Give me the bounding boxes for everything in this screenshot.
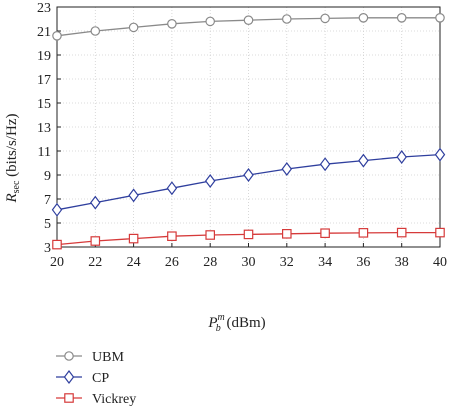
data-point-cp — [166, 181, 178, 196]
y-tick-label: 9 — [44, 169, 51, 184]
data-point-cp — [243, 168, 254, 182]
data-point-cp — [319, 157, 331, 172]
data-point-vickrey — [435, 227, 445, 238]
data-point-ubm — [243, 15, 254, 25]
x-tick-label: 40 — [433, 255, 447, 270]
data-point-vickrey — [128, 233, 139, 244]
data-point-ubm — [167, 18, 177, 29]
y-tick-label: 7 — [44, 193, 51, 208]
data-point-vickrey — [243, 229, 254, 240]
legend-marker-ubm — [64, 351, 74, 361]
legend-marker-vickrey — [64, 393, 74, 403]
data-point-ubm — [435, 12, 445, 23]
series-cp — [51, 147, 446, 217]
series-vickrey — [52, 227, 445, 250]
tick-labels: 20 22 24 26 28 30 32 34 36 38 40 3 5 7 9 11 13 15 17 19 21 23 — [37, 1, 447, 270]
data-point-ubm — [52, 30, 62, 41]
data-point-cp — [396, 150, 407, 164]
y-axis-label: Rsec (bits/s/Hz) — [4, 113, 22, 203]
grid — [57, 7, 440, 247]
legend-marker-cp — [63, 370, 75, 384]
data-point-ubm — [320, 13, 330, 24]
legend-label-cp: CP — [92, 371, 109, 386]
y-tick-label: 15 — [37, 97, 51, 112]
legend-item-ubm: UBM — [56, 350, 124, 365]
data-point-ubm — [128, 22, 139, 33]
data-point-vickrey — [358, 228, 369, 238]
data-point-cp — [434, 147, 446, 162]
x-tick-label: 20 — [50, 255, 64, 270]
data-point-ubm — [281, 14, 292, 24]
data-point-ubm — [205, 16, 215, 27]
legend-label-ubm: UBM — [92, 350, 124, 365]
data-point-cp — [128, 188, 139, 203]
x-tick-label: 22 — [88, 255, 102, 270]
legend-item-vickrey: Vickrey — [56, 392, 136, 407]
data-point-cp — [90, 195, 101, 210]
series-line-cp — [56, 153, 441, 211]
data-point-vickrey — [282, 229, 292, 239]
data-point-ubm — [396, 12, 407, 23]
x-tick-label: 36 — [356, 255, 370, 270]
y-tick-label: 13 — [37, 121, 51, 136]
x-tick-label: 34 — [318, 255, 332, 270]
y-tick-label: 21 — [37, 25, 51, 40]
data-point-vickrey — [90, 236, 101, 246]
data-point-cp — [204, 174, 216, 188]
data-point-ubm — [90, 26, 101, 36]
x-tick-label: 28 — [203, 255, 217, 270]
data-point-vickrey — [52, 239, 62, 250]
x-tick-label: 32 — [280, 255, 294, 270]
y-tick-label: 5 — [44, 217, 51, 232]
legend-label-vickrey: Vickrey — [92, 392, 136, 407]
y-tick-label: 11 — [38, 145, 51, 160]
data-point-cp — [358, 153, 369, 168]
data-point-vickrey — [320, 228, 330, 238]
x-tick-label: 30 — [242, 255, 256, 270]
data-point-vickrey — [167, 231, 177, 241]
y-tick-label: 3 — [44, 241, 51, 256]
data-point-cp — [281, 162, 293, 176]
legend-item-cp: CP — [56, 370, 109, 386]
x-tick-label: 24 — [127, 255, 141, 270]
x-tick-label: 38 — [395, 255, 409, 270]
data-point-vickrey — [205, 230, 215, 240]
data-point-vickrey — [396, 227, 407, 238]
y-tick-label: 17 — [37, 73, 51, 88]
x-axis-label: Pm b (dBm) — [207, 312, 265, 334]
series-group — [51, 12, 446, 250]
data-point-cp — [51, 202, 63, 217]
y-tick-label: 23 — [37, 1, 51, 16]
legend: UBM CP Vickrey — [56, 350, 136, 407]
series-ubm — [52, 12, 445, 41]
y-tick-label: 19 — [37, 49, 51, 64]
data-point-ubm — [358, 12, 369, 23]
x-tick-label: 26 — [165, 255, 179, 270]
